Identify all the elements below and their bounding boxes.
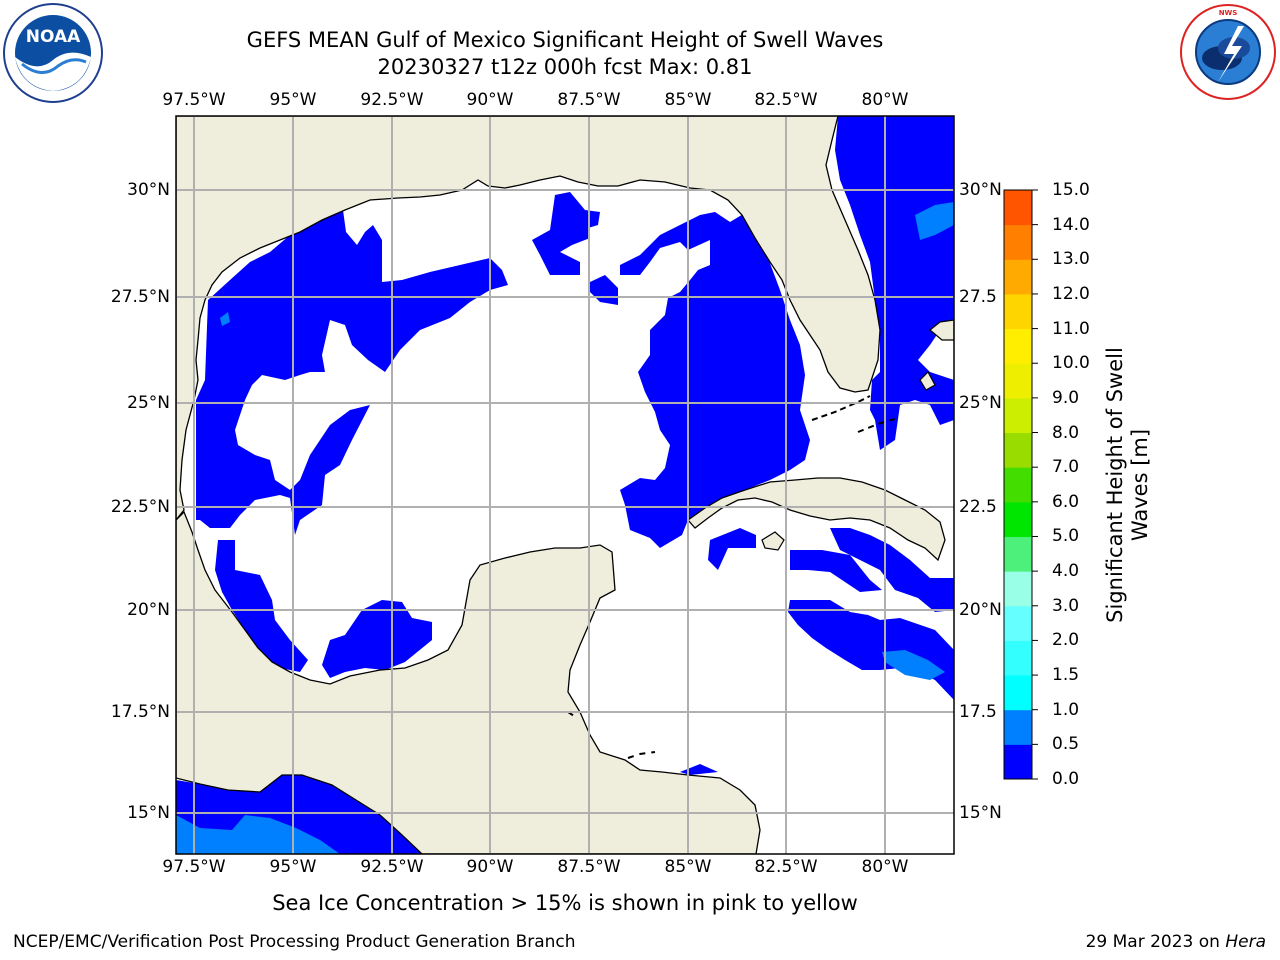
land-bahamas: [919, 319, 954, 391]
colorbar-tick-label: 10.0: [1052, 353, 1090, 374]
footer-date-text: 29 Mar 2023 on: [1085, 932, 1226, 952]
footer-date: 29 Mar 2023 on Hera: [1086, 931, 1266, 953]
lon-label-bottom: 92.5°W: [360, 857, 424, 877]
noaa-wordmark: NOAA: [26, 27, 81, 47]
lon-label-bottom: 85°W: [664, 857, 712, 877]
lat-label-left: 25°N: [127, 393, 170, 413]
lon-label-top: 87.5°W: [557, 90, 621, 110]
colorbar-segment: [1004, 397, 1032, 434]
chart-subtitle: 20230327 t12z 000h fcst Max: 0.81: [377, 55, 753, 79]
colorbar-tick-label: 7.0: [1052, 457, 1080, 478]
lat-label-right: 20°N: [959, 600, 1002, 620]
lat-label-right: 17.5: [959, 702, 997, 722]
land-cuba: [687, 477, 946, 562]
colorbar-segment: [1004, 536, 1032, 572]
colorbar-frame: [1003, 189, 1033, 780]
colorbar-tick-label: 15.0: [1052, 180, 1090, 200]
lat-label-right: 25°N: [959, 393, 1002, 413]
sea-ice-note-text: Sea Ice Concentration > 15% is shown in …: [272, 891, 858, 915]
colorbar-tick-label: 9.0: [1052, 387, 1080, 408]
lon-label-bottom: 97.5°W: [162, 857, 226, 877]
map-frame: [175, 115, 955, 855]
colorbar-segment: [1004, 224, 1032, 260]
colorbar-tick-label: 14.0: [1052, 214, 1090, 235]
footer-machine: Hera: [1225, 932, 1266, 952]
lat-label-left: 20°N: [127, 600, 170, 620]
lon-label-top: 82.5°W: [754, 90, 818, 110]
swell-field-low: [176, 116, 954, 854]
colorbar-tick-label: 1.5: [1052, 665, 1080, 686]
lon-label-bottom: 95°W: [269, 857, 317, 877]
colorbar: [1004, 189, 1038, 780]
colorbar-segment: [1004, 259, 1032, 295]
colorbar-segment: [1004, 328, 1032, 364]
footer-producer: NCEP/EMC/Verification Post Processing Pr…: [13, 932, 576, 952]
lat-label-left: 15°N: [127, 803, 170, 823]
colorbar-tick-label: 0.0: [1052, 769, 1080, 789]
colorbar-tick-label: 0.5: [1052, 734, 1080, 755]
colorbar-tick-label: 8.0: [1052, 422, 1080, 443]
colorbar-segment: [1004, 293, 1032, 330]
lat-label-right: 22.5: [959, 497, 997, 517]
chart-title: GEFS MEAN Gulf of Mexico Significant Hei…: [246, 28, 884, 52]
colorbar-segment: [1004, 675, 1032, 711]
lon-label-bottom: 80°W: [861, 857, 909, 877]
colorbar-segment: [1004, 190, 1032, 226]
colorbar-title: Significant Height of Swell Waves [m]: [1103, 347, 1152, 623]
colorbar-tick-label: 12.0: [1052, 283, 1090, 304]
lat-label-right: 15°N: [959, 803, 1002, 823]
lon-label-bottom: 82.5°W: [754, 857, 818, 877]
colorbar-tick-label: 3.0: [1052, 595, 1080, 616]
lat-label-left: 30°N: [127, 180, 170, 200]
lat-label-left: 17.5°N: [110, 702, 170, 722]
colorbar-segment: [1004, 432, 1032, 468]
lon-label-top: 80°W: [861, 90, 909, 110]
land-north-america: [176, 116, 881, 522]
florida-keys: [811, 395, 871, 421]
lon-label-bottom: 90°W: [466, 857, 514, 877]
lon-label-top: 92.5°W: [360, 90, 424, 110]
land-mexico: [176, 510, 761, 854]
land-isle-of-youth: [761, 531, 785, 551]
colorbar-tick-label: 6.0: [1052, 491, 1080, 512]
colorbar-segment: [1004, 640, 1032, 676]
lat-label-left: 27.5°N: [110, 287, 170, 307]
colorbar-segment: [1004, 467, 1032, 503]
colorbar-tick-label: 13.0: [1052, 249, 1090, 270]
lon-label-top: 97.5°W: [162, 90, 226, 110]
nws-logo: NWS: [1180, 4, 1276, 100]
lat-label-left: 22.5°N: [110, 497, 170, 517]
gridlines: [176, 116, 954, 854]
colorbar-tick-label: 11.0: [1052, 318, 1090, 339]
colorbar-tick-label: 4.0: [1052, 561, 1080, 582]
colorbar-segment: [1004, 363, 1032, 399]
colorbar-segment: [1004, 744, 1032, 780]
svg-text:NWS: NWS: [1219, 9, 1238, 17]
colorbar-segment: [1004, 501, 1032, 537]
colorbar-segment: [1004, 605, 1032, 641]
colorbar-segment: [1004, 571, 1032, 607]
colorbar-tick-label: 5.0: [1052, 526, 1080, 547]
lat-label-right: 27.5: [959, 287, 997, 307]
lat-label-right: 30°N: [959, 180, 1002, 200]
lon-label-bottom: 87.5°W: [557, 857, 621, 877]
colorbar-segment: [1004, 709, 1032, 745]
lon-label-top: 90°W: [466, 90, 514, 110]
lon-label-top: 85°W: [664, 90, 712, 110]
cuba-north-keys: [857, 417, 899, 433]
colorbar-tick-label: 1.0: [1052, 699, 1080, 720]
colorbar-tick-label: 2.0: [1052, 630, 1080, 651]
noaa-logo: NOAA: [3, 3, 103, 103]
lon-label-top: 95°W: [269, 90, 317, 110]
sea-ice-note: Sea Ice Concentration > 15% is shown in …: [0, 890, 1130, 916]
swell-field-mid: [176, 202, 954, 854]
